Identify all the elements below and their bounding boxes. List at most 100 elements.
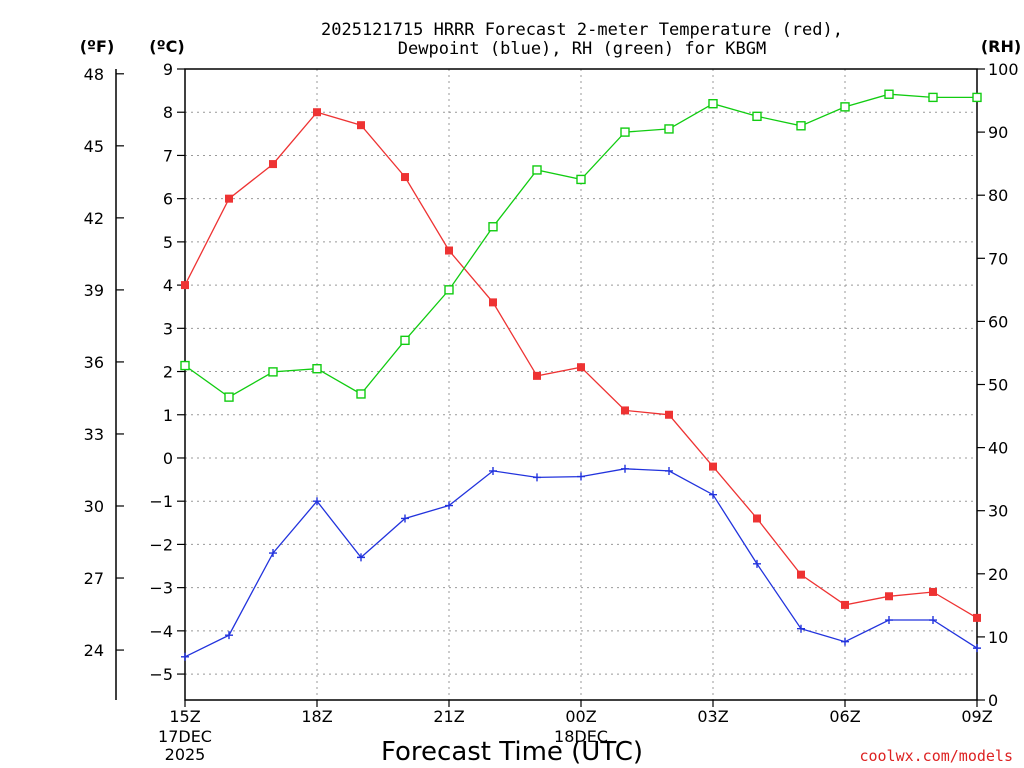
fahrenheit-tick-label: 48 bbox=[84, 65, 104, 84]
dewpoint-point bbox=[709, 490, 717, 499]
dewpoint-point bbox=[225, 631, 233, 640]
fahrenheit-tick-label: 30 bbox=[84, 497, 104, 516]
dewpoint-point bbox=[753, 559, 761, 568]
temperature-point bbox=[181, 281, 189, 290]
rh-tick-label: 70 bbox=[988, 249, 1008, 268]
temperature-point bbox=[357, 121, 365, 130]
x-tick-date-label: 17DEC bbox=[158, 727, 212, 746]
celsius-tick-label: −1 bbox=[149, 492, 173, 511]
celsius-tick-label: 6 bbox=[163, 190, 173, 209]
rh-tick-label: 30 bbox=[988, 502, 1008, 521]
rh-point bbox=[708, 99, 718, 109]
temperature-point bbox=[929, 587, 937, 596]
rh-point bbox=[796, 121, 806, 131]
celsius-tick-label: 4 bbox=[163, 276, 173, 295]
chart-title-line2: Dewpoint (blue), RH (green) for KBGM bbox=[398, 39, 766, 59]
x-axis-label: Forecast Time (UTC) bbox=[381, 737, 643, 767]
celsius-unit-label: (ºC) bbox=[149, 37, 184, 56]
rh-point bbox=[532, 165, 542, 175]
celsius-tick-label: −2 bbox=[149, 535, 173, 554]
temperature-point bbox=[401, 173, 409, 182]
x-tick-date-label: 2025 bbox=[165, 745, 206, 764]
temperature-point bbox=[533, 371, 541, 380]
temperature-point bbox=[445, 246, 453, 255]
x-tick-label: 09Z bbox=[961, 707, 992, 726]
x-tick-label: 21Z bbox=[433, 707, 464, 726]
temperature-point bbox=[489, 298, 497, 307]
x-tick-label: 06Z bbox=[829, 707, 860, 726]
temperature-point bbox=[269, 160, 277, 169]
x-tick-date-label: 18DEC bbox=[554, 727, 608, 746]
dewpoint-point bbox=[181, 652, 189, 661]
rh-tick-label: 90 bbox=[988, 123, 1008, 142]
rh-point bbox=[268, 367, 278, 377]
dewpoint-point bbox=[841, 637, 849, 646]
x-tick-label: 15Z bbox=[169, 707, 200, 726]
credit-text: coolwx.com/models bbox=[859, 747, 1013, 765]
x-tick-label: 03Z bbox=[697, 707, 728, 726]
dewpoint-point bbox=[885, 616, 893, 625]
rh-unit-label: (RH) bbox=[981, 37, 1021, 56]
rh-tick-label: 100 bbox=[988, 60, 1019, 79]
temperature-point bbox=[753, 514, 761, 523]
celsius-tick-label: −5 bbox=[149, 665, 173, 684]
rh-point bbox=[620, 127, 630, 137]
fahrenheit-tick-label: 39 bbox=[84, 281, 104, 300]
rh-point bbox=[312, 364, 322, 374]
fahrenheit-tick-label: 33 bbox=[84, 425, 104, 444]
dewpoint-point bbox=[797, 624, 805, 633]
rh-tick-label: 10 bbox=[988, 628, 1008, 647]
rh-point bbox=[840, 102, 850, 112]
celsius-tick-label: 5 bbox=[163, 233, 173, 252]
dewpoint-point bbox=[621, 464, 629, 473]
temperature-point bbox=[225, 194, 233, 203]
temperature-point bbox=[841, 600, 849, 609]
rh-tick-label: 20 bbox=[988, 565, 1008, 584]
rh-tick-label: 0 bbox=[988, 691, 998, 710]
celsius-tick-label: 8 bbox=[163, 103, 173, 122]
fahrenheit-tick-label: 42 bbox=[84, 209, 104, 228]
rh-point bbox=[356, 389, 366, 399]
fahrenheit-tick-label: 45 bbox=[84, 137, 104, 156]
dewpoint-point bbox=[357, 553, 365, 562]
data-series bbox=[180, 89, 982, 661]
rh-point bbox=[928, 92, 938, 103]
x-tick-label: 18Z bbox=[301, 707, 332, 726]
rh-tick-label: 50 bbox=[988, 376, 1008, 395]
plot-frame bbox=[184, 68, 978, 701]
dewpoint-point bbox=[313, 497, 321, 506]
fahrenheit-tick-label: 36 bbox=[84, 353, 104, 372]
rh-tick-label: 60 bbox=[988, 312, 1008, 331]
rh-point bbox=[884, 89, 894, 99]
temperature-point bbox=[665, 410, 673, 419]
fahrenheit-unit-label: (ºF) bbox=[80, 37, 115, 56]
temperature-point bbox=[621, 406, 629, 415]
dewpoint-point bbox=[577, 472, 585, 481]
rh-tick-label: 80 bbox=[988, 186, 1008, 205]
celsius-tick-label: 2 bbox=[163, 363, 173, 382]
dewpoint-point bbox=[929, 616, 937, 625]
fahrenheit-tick-label: 27 bbox=[84, 569, 104, 588]
dewpoint-point bbox=[269, 549, 277, 558]
rh-tick-label: 40 bbox=[988, 439, 1008, 458]
rh-point bbox=[664, 124, 674, 134]
chart-title-line1: 2025121715 HRRR Forecast 2-meter Tempera… bbox=[321, 20, 843, 40]
celsius-tick-label: 3 bbox=[163, 319, 173, 338]
dewpoint-point bbox=[533, 473, 541, 482]
grid-lines bbox=[185, 68, 977, 700]
rh-point bbox=[180, 360, 190, 371]
rh-point bbox=[576, 174, 586, 185]
axes: 9876543210−1−2−3−4−548454239363330272410… bbox=[84, 60, 1019, 764]
temperature-point bbox=[709, 462, 717, 471]
celsius-tick-label: −4 bbox=[149, 622, 173, 641]
dewpoint-point bbox=[489, 466, 497, 475]
celsius-tick-label: −3 bbox=[149, 579, 173, 598]
dewpoint-point bbox=[445, 501, 453, 510]
celsius-tick-label: 7 bbox=[163, 146, 173, 165]
dewpoint-point bbox=[401, 514, 409, 523]
rh-point bbox=[400, 335, 410, 346]
temperature-point bbox=[797, 570, 805, 579]
fahrenheit-tick-label: 24 bbox=[84, 641, 104, 660]
rh-point bbox=[444, 285, 454, 295]
